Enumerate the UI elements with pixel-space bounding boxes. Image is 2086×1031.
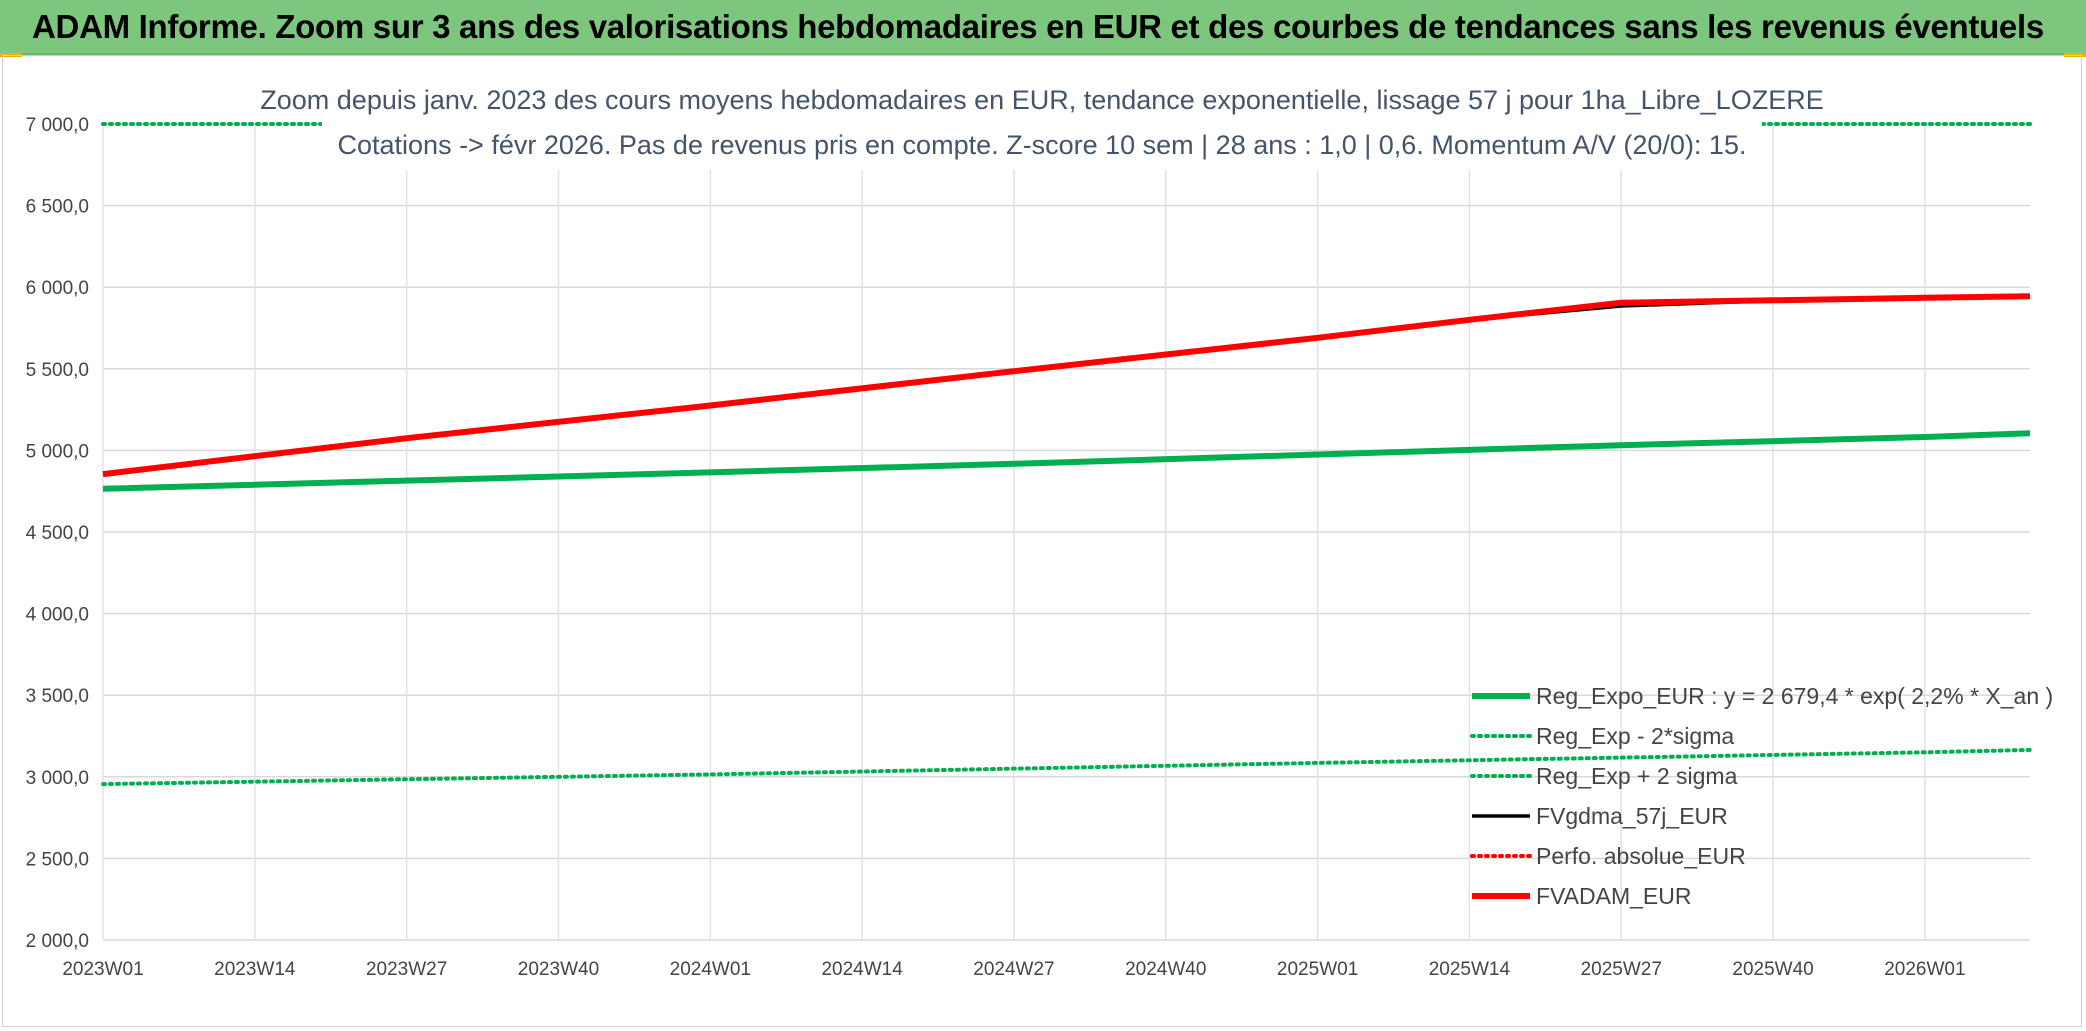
chart-title-line1: Zoom depuis janv. 2023 des cours moyens … bbox=[260, 85, 1823, 115]
series-line-fvadam_eur bbox=[102, 293, 2031, 478]
y-tick-label: 2 500,0 bbox=[26, 849, 89, 870]
y-tick-label: 5 000,0 bbox=[26, 441, 89, 462]
title-backdrop bbox=[322, 80, 1762, 170]
y-tick-label: 4 000,0 bbox=[26, 605, 89, 626]
y-axis-ticks: 2 000,0 2 500,0 3 000,0 3 500,0 4 000,0 4 500… bbox=[26, 115, 89, 952]
x-tick-label: 2023W27 bbox=[366, 959, 447, 980]
x-tick-label: 2026W01 bbox=[1884, 959, 1965, 980]
grid-lines bbox=[102, 123, 2030, 941]
header-banner: ADAM Informe. Zoom sur 3 ans des valoris… bbox=[0, 0, 2086, 55]
y-tick-label: 6 500,0 bbox=[26, 197, 89, 218]
x-tick-label: 2023W14 bbox=[214, 959, 296, 980]
x-tick-label: 2024W14 bbox=[821, 959, 903, 980]
legend-label: FVADAM_EUR bbox=[1536, 883, 1692, 909]
x-tick-label: 2023W40 bbox=[518, 959, 599, 980]
x-tick-label: 2025W01 bbox=[1277, 959, 1358, 980]
x-tick-label: 2023W01 bbox=[62, 959, 143, 980]
y-tick-label: 5 500,0 bbox=[26, 360, 89, 381]
x-tick-label: 2024W01 bbox=[670, 959, 751, 980]
y-tick-label: 7 000,0 bbox=[26, 115, 89, 136]
legend-label: Reg_Exp - 2*sigma bbox=[1536, 723, 1734, 749]
y-tick-label: 3 000,0 bbox=[26, 768, 89, 789]
y-tick-label: 2 000,0 bbox=[26, 931, 89, 952]
x-tick-label: 2025W40 bbox=[1732, 959, 1813, 980]
x-tick-label: 2025W27 bbox=[1581, 959, 1662, 980]
legend-label: Perfo. absolue_EUR bbox=[1536, 843, 1746, 869]
x-tick-label: 2024W40 bbox=[1125, 959, 1206, 980]
series-line-reg_exp bbox=[101, 747, 2032, 787]
chart-frame bbox=[2, 55, 2082, 1027]
y-tick-label: 4 500,0 bbox=[26, 523, 89, 544]
series-line-fvgdma_57j_eur bbox=[102, 294, 2031, 476]
y-tick-label: 3 500,0 bbox=[26, 686, 89, 707]
series-line-reg_expo_eur bbox=[102, 430, 2031, 492]
legend-label: Reg_Exp + 2 sigma bbox=[1536, 763, 1738, 789]
legend: Reg_Expo_EUR : y = 2 679,4 * exp( 2,2% *… bbox=[1470, 683, 2053, 909]
chart-title-line2: Cotations -> févr 2026. Pas de revenus p… bbox=[338, 130, 1747, 160]
y-tick-label: 6 000,0 bbox=[26, 278, 89, 299]
legend-label: FVgdma_57j_EUR bbox=[1536, 803, 1728, 829]
x-tick-label: 2024W27 bbox=[973, 959, 1054, 980]
page-title: ADAM Informe. Zoom sur 3 ans des valoris… bbox=[32, 8, 2044, 45]
legend-label: Reg_Expo_EUR : y = 2 679,4 * exp( 2,2% *… bbox=[1536, 683, 2053, 709]
x-axis-ticks: 2023W01 2023W14 2023W27 2023W40 2024W01 2024W… bbox=[62, 959, 1965, 980]
x-tick-label: 2025W14 bbox=[1429, 959, 1511, 980]
